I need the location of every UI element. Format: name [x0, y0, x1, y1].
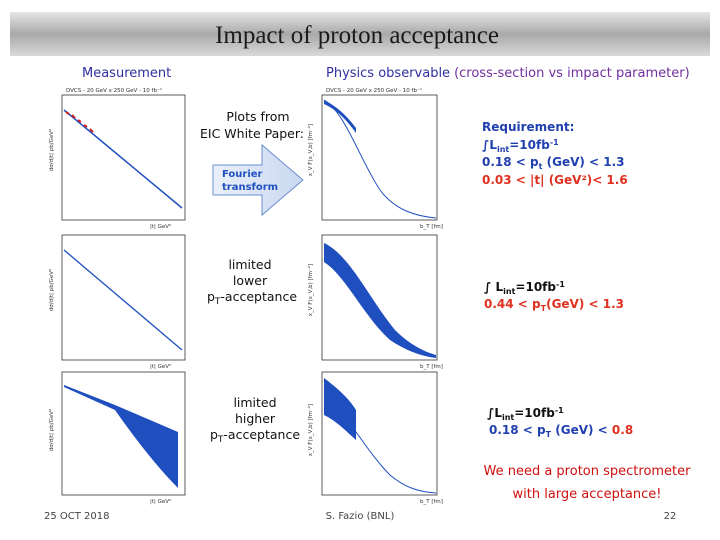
x-label: |t| GeV²	[150, 223, 171, 230]
text-part: (GeV) < 1.3	[546, 297, 624, 311]
curve	[63, 109, 183, 209]
y-label: x_V F(x_V,b) [fm⁻²]	[307, 264, 314, 316]
arrow	[212, 143, 304, 217]
y-label: dσ/d|t| pb/GeV²	[48, 129, 55, 171]
plot-left-2: |t| GeV² dσ/d|t| pb/GeV²	[48, 234, 186, 370]
heading-part: Physics observable	[326, 66, 450, 81]
note: pT-acceptance	[207, 289, 297, 307]
note: Plots from	[226, 109, 289, 124]
text-part: 0.8	[612, 423, 633, 437]
conclusion: We need a proton spectrometer	[483, 464, 691, 479]
band	[324, 100, 356, 133]
frame	[321, 94, 438, 221]
footer-date: 25 OCT 2018	[44, 511, 110, 522]
band	[324, 378, 356, 440]
requirement: 0.18 < pt (GeV) < 1.3	[482, 155, 625, 171]
text-part: =10fb	[514, 406, 555, 420]
plot-left-1: DVCS - 20 GeV x 250 GeV - 10 fb⁻¹ |t| Ge…	[48, 87, 186, 230]
plot-header: DVCS - 20 GeV x 250 GeV - 10 fb⁻¹	[326, 87, 422, 94]
note: limited	[233, 395, 276, 410]
note: lower	[233, 273, 268, 288]
superscript: -1	[550, 138, 559, 147]
plot-right-2: b_T [fm] x_V F(x_V,b) [fm⁻²]	[307, 234, 443, 370]
subscript: T	[546, 430, 552, 439]
requirement: ∫ Lint=10fb-1	[484, 280, 565, 296]
plot-right-3: b_T [fm] x_V F(x_V,b) [fm⁻²]	[307, 371, 443, 505]
conclusion: with large acceptance!	[513, 487, 662, 502]
text-part: (GeV) <	[551, 423, 612, 437]
frame	[321, 234, 438, 361]
arrow-label: transform	[222, 182, 278, 193]
subscript: T	[541, 304, 547, 313]
points	[65, 111, 94, 133]
x-label: b_T [fm]	[420, 364, 443, 370]
text-part: 0.18 < p	[482, 155, 539, 169]
text-part: -acceptance	[220, 289, 297, 304]
title: Impact of proton acceptance	[215, 22, 499, 49]
curve	[323, 99, 437, 219]
column-heading: Physics observable (cross-section vs impa…	[326, 66, 690, 81]
subscript: t	[539, 162, 543, 171]
arrow-label: Fourier	[222, 169, 263, 180]
requirement: 0.18 < pT (GeV) < 0.8	[489, 423, 633, 439]
footer-page: 22	[664, 511, 677, 522]
note: higher	[235, 411, 276, 426]
note: limited	[228, 257, 271, 272]
x-label: b_T [fm]	[420, 224, 443, 230]
note: pT-acceptance	[210, 427, 300, 445]
subscript: int	[502, 413, 514, 422]
text-part: ∫ L	[484, 280, 503, 294]
x-label: b_T [fm]	[420, 499, 443, 505]
column-heading: Measurement	[82, 66, 171, 81]
text-part: =10fb	[515, 280, 556, 294]
text-part: -acceptance	[223, 427, 300, 442]
text-part: 0.18 < p	[489, 423, 546, 437]
frame	[321, 371, 438, 496]
requirement: ∫Lint=10fb-1	[482, 138, 559, 154]
requirement: 0.44 < pT(GeV) < 1.3	[484, 297, 624, 313]
y-label: x_V F(x_V,b) [fm⁻²]	[307, 124, 314, 176]
note: EIC White Paper:	[200, 126, 304, 141]
title-bar	[10, 12, 710, 56]
plot-right-1: DVCS - 20 GeV x 250 GeV - 10 fb⁻¹ b_T [f…	[307, 87, 443, 230]
requirement: ∫Lint=10fb-1	[487, 406, 564, 422]
requirement-heading: Requirement:	[482, 120, 574, 134]
x-label: |t| GeV²	[150, 363, 171, 370]
frame	[61, 234, 186, 361]
text-part: (GeV) < 1.3	[542, 155, 624, 169]
superscript: -1	[555, 406, 564, 415]
text-part: 0.44 < p	[484, 297, 541, 311]
text-part: p	[207, 289, 215, 304]
frame	[61, 94, 186, 221]
text-part: ∫L	[487, 406, 502, 420]
y-label: dσ/d|t| pb/GeV²	[48, 269, 55, 311]
text-part: p	[210, 427, 218, 442]
plot-left-3: |t| GeV² dσ/d|t| pb/GeV²	[48, 371, 186, 505]
subscript: T	[217, 435, 224, 445]
text-part: ∫L	[482, 138, 497, 152]
plot-header: DVCS - 20 GeV x 250 GeV - 10 fb⁻¹	[66, 87, 162, 94]
band	[64, 385, 178, 488]
x-label: |t| GeV²	[150, 498, 171, 505]
y-label: x_V F(x_V,b) [fm⁻²]	[307, 404, 314, 456]
band	[324, 243, 436, 358]
subscript: int	[497, 145, 509, 154]
requirement: 0.03 < |t| (GeV²)< 1.6	[482, 173, 628, 187]
curve	[63, 249, 183, 351]
superscript: -1	[556, 280, 565, 289]
subscript: int	[503, 287, 515, 296]
heading-part: (cross-section vs impact parameter)	[454, 66, 690, 81]
subscript: T	[214, 297, 221, 307]
curve	[323, 394, 437, 494]
y-label: dσ/d|t| pb/GeV²	[48, 409, 55, 451]
text-part: =10fb	[509, 138, 550, 152]
footer-author: S. Fazio (BNL)	[326, 511, 395, 522]
